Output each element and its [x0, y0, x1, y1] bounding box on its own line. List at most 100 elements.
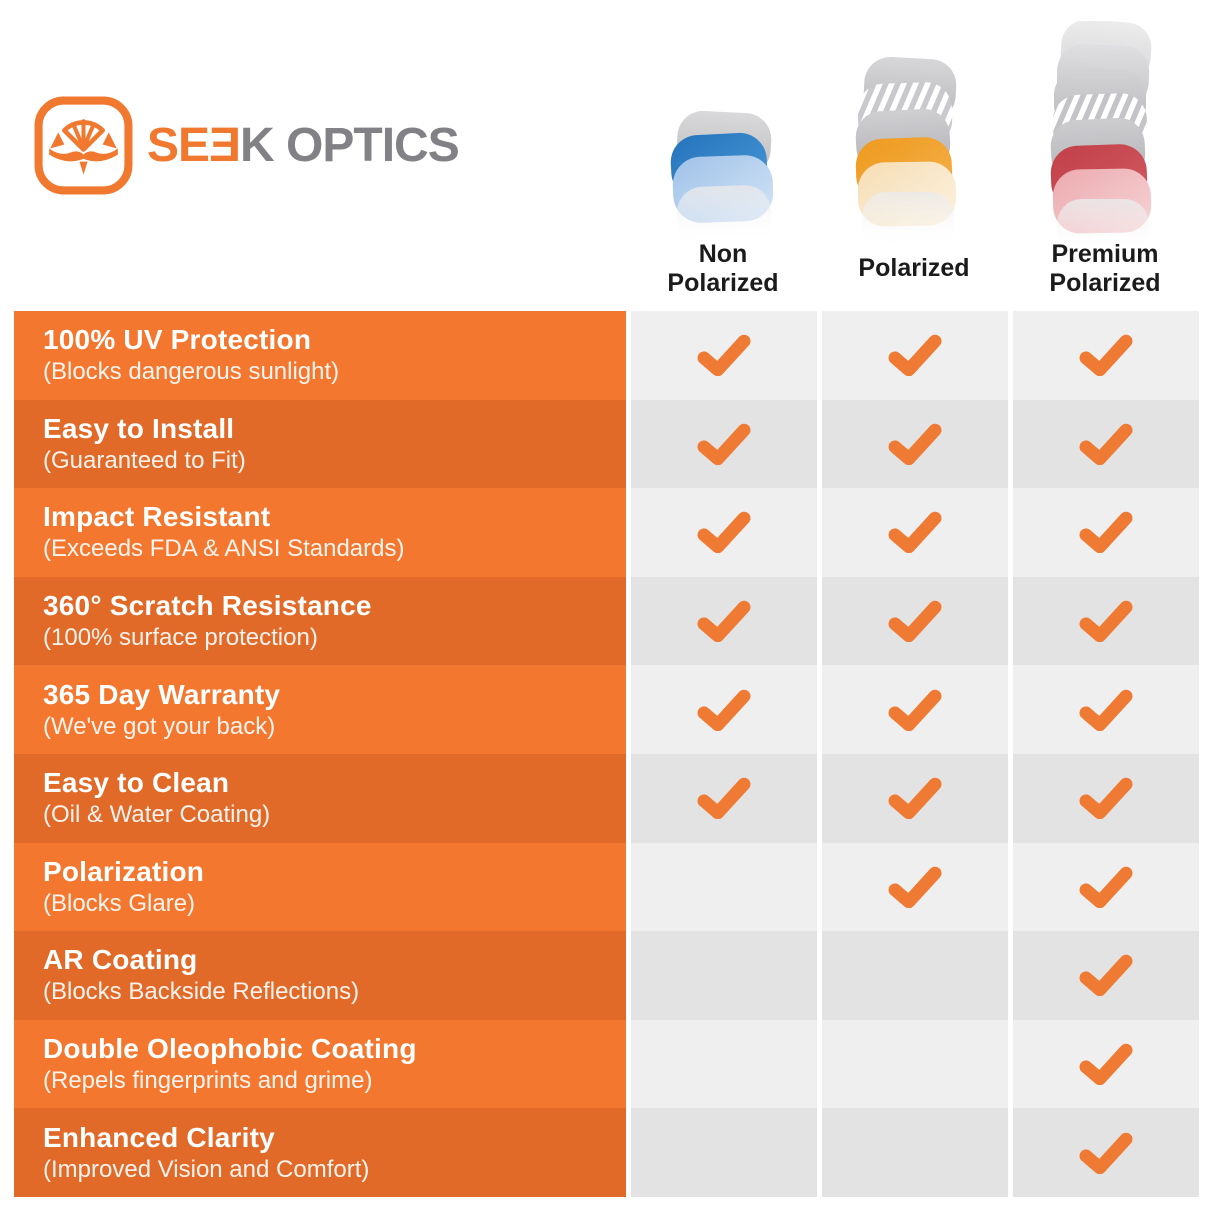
check-cell-non-polarized [631, 576, 817, 666]
checkmark-icon [697, 600, 751, 643]
check-cell-premium-polarized [1013, 1019, 1199, 1109]
logo-wordmark: SEƎK OPTICS [147, 118, 460, 173]
checkmark-icon [1079, 423, 1133, 465]
feature-title: 360° Scratch Resistance [43, 590, 372, 622]
check-cell-polarized [822, 753, 1008, 843]
check-cell-polarized [822, 931, 1008, 1020]
check-cell-premium-polarized [1013, 842, 1199, 932]
check-cell-premium-polarized [1013, 399, 1199, 489]
feature-cell: 365 Day Warranty (We've got your back) [14, 665, 626, 754]
feature-title: Polarization [43, 855, 205, 887]
seek-optics-logo: SEƎK OPTICS [33, 95, 460, 196]
check-cell-non-polarized [631, 311, 817, 400]
check-cell-polarized [822, 1108, 1008, 1197]
feature-subtitle: (Oil & Water Coating) [43, 801, 271, 829]
check-cell-premium-polarized [1013, 931, 1199, 1020]
feature-cell: Polarization (Blocks Glare) [14, 842, 626, 932]
feature-subtitle: (We've got your back) [43, 712, 276, 740]
check-cell-polarized [822, 1019, 1008, 1109]
feature-title: Double Oleophobic Coating [43, 1033, 417, 1065]
checkmark-icon [888, 689, 942, 731]
table-row: Impact Resistant (Exceeds FDA & ANSI Stan… [14, 488, 1199, 577]
feature-subtitle: (Blocks dangerous sunlight) [43, 358, 340, 386]
check-cell-non-polarized [631, 1019, 817, 1109]
checkmark-icon [888, 866, 942, 908]
comparison-table: 100% UV Protection (Blocks dangerous sunl… [14, 311, 1199, 1197]
check-cell-premium-polarized [1013, 665, 1199, 754]
feature-title: Easy to Clean [43, 767, 230, 799]
check-cell-premium-polarized [1013, 576, 1199, 666]
check-cell-polarized [822, 488, 1008, 577]
checkmark-icon [697, 335, 751, 377]
table-row: Polarization (Blocks Glare) [14, 842, 1199, 932]
checkmark-icon [697, 777, 751, 820]
checkmark-icon [697, 689, 751, 731]
feature-subtitle: (Blocks Glare) [43, 889, 196, 917]
checkmark-icon [697, 423, 751, 465]
lens-stack-red-striped [1049, 19, 1163, 255]
feature-cell: Enhanced Clarity (Improved Vision and Com… [14, 1108, 626, 1197]
check-cell-non-polarized [631, 753, 817, 843]
checkmark-icon [1079, 512, 1133, 554]
feature-subtitle: (Exceeds FDA & ANSI Standards) [43, 535, 405, 563]
column-header-polarized: Polarized [858, 254, 970, 282]
check-cell-non-polarized [631, 488, 817, 577]
check-cell-non-polarized [631, 842, 817, 932]
logo-text-primary: SEƎ [147, 119, 241, 172]
table-row: Easy to Clean (Oil & Water Coating) [14, 753, 1199, 843]
check-cell-polarized [822, 399, 1008, 489]
seek-optics-goggles-icon [34, 96, 133, 195]
check-cell-polarized [822, 842, 1008, 932]
check-cell-premium-polarized [1013, 488, 1199, 577]
checkmark-icon [697, 512, 751, 554]
feature-title: 100% UV Protection [43, 324, 312, 356]
check-cell-premium-polarized [1013, 753, 1199, 843]
check-cell-premium-polarized [1013, 1108, 1199, 1197]
table-row: 100% UV Protection (Blocks dangerous sunl… [14, 311, 1199, 400]
check-cell-non-polarized [631, 931, 817, 1020]
table-row: Easy to Install (Guaranteed to Fit) [14, 399, 1199, 489]
checkmark-icon [1079, 600, 1133, 643]
checkmark-icon [1079, 866, 1133, 908]
checkmark-icon [888, 423, 942, 465]
checkmark-icon [888, 512, 942, 554]
feature-title: 365 Day Warranty [43, 678, 281, 710]
checkmark-icon [1079, 335, 1133, 377]
check-cell-non-polarized [631, 399, 817, 489]
table-row: Enhanced Clarity (Improved Vision and Com… [14, 1108, 1199, 1197]
feature-subtitle: (Blocks Backside Reflections) [43, 978, 360, 1006]
checkmark-icon [1079, 1132, 1133, 1174]
check-cell-non-polarized [631, 1108, 817, 1197]
check-cell-polarized [822, 576, 1008, 666]
feature-cell: AR Coating (Blocks Backside Reflections) [14, 931, 626, 1020]
table-row: Double Oleophobic Coating (Repels fingerp… [14, 1019, 1199, 1109]
checkmark-icon [1079, 955, 1133, 997]
logo-text-secondary: K OPTICS [240, 119, 460, 172]
feature-title: AR Coating [43, 944, 198, 976]
feature-cell: 100% UV Protection (Blocks dangerous sunl… [14, 311, 626, 400]
check-cell-non-polarized [631, 665, 817, 754]
checkmark-icon [888, 600, 942, 643]
checkmark-icon [888, 777, 942, 820]
check-cell-polarized [822, 665, 1008, 754]
table-row: 360° Scratch Resistance (100% surface pro… [14, 576, 1199, 666]
feature-title: Easy to Install [43, 412, 235, 444]
feature-cell: Easy to Clean (Oil & Water Coating) [14, 753, 626, 843]
checkmark-icon [888, 335, 942, 377]
check-cell-polarized [822, 311, 1008, 400]
lens-stack-orange-striped [854, 56, 964, 261]
lens-stack-blue [669, 110, 777, 260]
table-row: AR Coating (Blocks Backside Reflections) [14, 931, 1199, 1020]
feature-cell: Easy to Install (Guaranteed to Fit) [14, 399, 626, 489]
feature-cell: Impact Resistant (Exceeds FDA & ANSI Stan… [14, 488, 626, 577]
check-cell-premium-polarized [1013, 311, 1199, 400]
table-row: 365 Day Warranty (We've got your back) [14, 665, 1199, 754]
column-header-premium-polarized: Premium Polarized [1049, 240, 1161, 297]
checkmark-icon [1079, 777, 1133, 820]
feature-cell: Double Oleophobic Coating (Repels fingerp… [14, 1019, 626, 1109]
column-header-non-polarized: Non Polarized [667, 240, 779, 297]
feature-title: Impact Resistant [43, 501, 271, 533]
feature-subtitle: (100% surface protection) [43, 624, 318, 652]
feature-subtitle: (Improved Vision and Comfort) [43, 1155, 370, 1183]
feature-cell: 360° Scratch Resistance (100% surface pro… [14, 576, 626, 666]
